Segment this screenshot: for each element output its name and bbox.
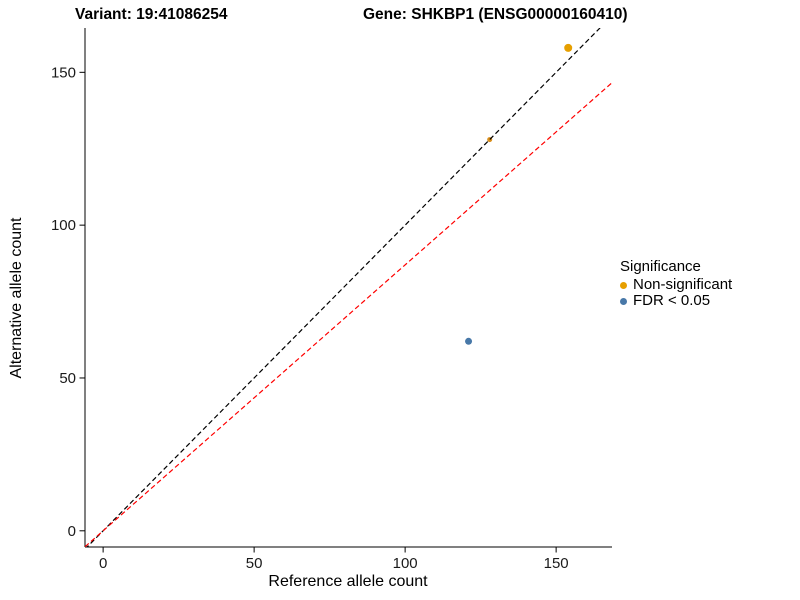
y-tick-label: 100 — [51, 217, 76, 234]
x-tick-label: 150 — [544, 555, 569, 572]
x-tick-label: 0 — [99, 555, 107, 572]
legend-title: Significance — [620, 258, 701, 275]
fdr-swatch-icon — [620, 297, 627, 305]
y-tick-label: 50 — [59, 370, 76, 387]
identity-line — [86, 28, 601, 547]
gene-title: Gene: SHKBP1 (ENSG00000160410) — [363, 6, 628, 23]
data-point — [465, 337, 473, 345]
data-point — [564, 43, 573, 52]
y-tick-label: 150 — [51, 64, 76, 81]
legend-label-non-significant: Non-significant — [633, 276, 733, 293]
x-tick-label: 100 — [393, 555, 418, 572]
legend-item-non-significant: Non-significant — [620, 277, 732, 293]
variant-title: Variant: 19:41086254 — [75, 6, 228, 23]
legend: Significance Non-significant FDR < 0.05 — [620, 259, 732, 309]
y-tick-label: 0 — [68, 523, 76, 540]
expected-ratio-line — [85, 82, 612, 547]
legend-item-fdr: FDR < 0.05 — [620, 293, 732, 309]
x-axis-label: Reference allele count — [268, 573, 428, 590]
x-tick-label: 50 — [246, 555, 263, 572]
non-significant-swatch-icon — [620, 281, 627, 289]
legend-label-fdr: FDR < 0.05 — [633, 292, 711, 309]
